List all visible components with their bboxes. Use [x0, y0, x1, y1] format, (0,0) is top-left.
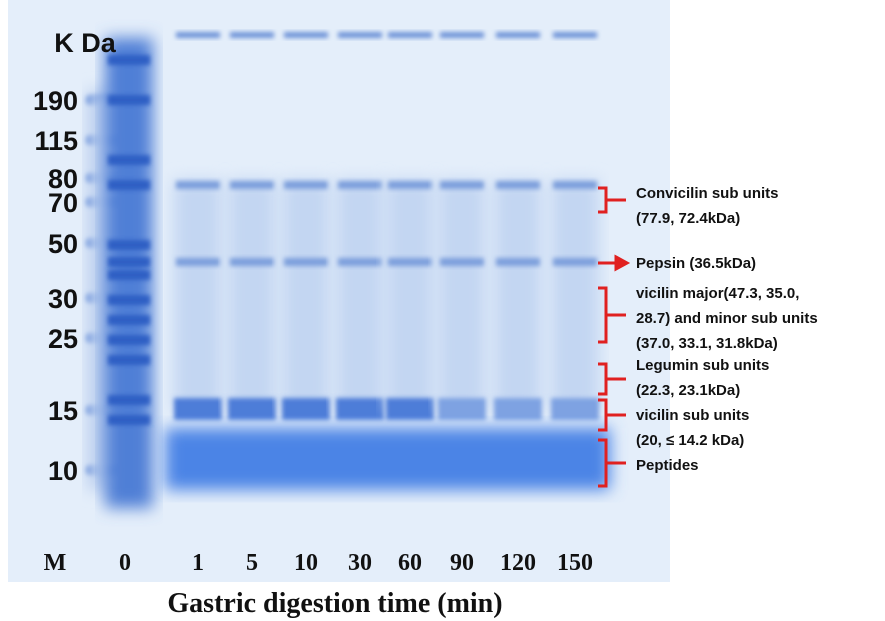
lane-label: 90: [450, 550, 474, 576]
lane-label: 0: [119, 550, 131, 576]
lane-band: [108, 395, 150, 405]
lane-bg: [551, 180, 599, 410]
lane-bg: [174, 180, 222, 410]
lane-band: [336, 398, 384, 420]
bracket: [598, 286, 626, 344]
lane-band: [228, 398, 276, 420]
lane-label: 150: [557, 550, 593, 576]
lane-band: [108, 240, 150, 250]
lane-band: [108, 155, 150, 165]
lane-bg: [228, 180, 276, 410]
lane-band: [230, 258, 274, 266]
lane-label: 5: [246, 550, 258, 576]
lane-band: [176, 181, 220, 189]
lane-top: [176, 32, 220, 38]
marker-label: 50: [48, 229, 78, 259]
annotation-text: Pepsin (36.5kDa): [636, 255, 756, 272]
lane-band: [284, 181, 328, 189]
lane-band: [108, 55, 150, 65]
lane-band: [284, 258, 328, 266]
lane-band: [386, 398, 434, 420]
lane-band: [338, 258, 382, 266]
lane-band: [496, 181, 540, 189]
lane-band: [438, 398, 486, 420]
annotation-text: vicilin sub units: [636, 407, 749, 424]
lane-bg: [282, 180, 330, 410]
lane-band: [176, 258, 220, 266]
bracket: [598, 186, 626, 214]
annotation-text: (20, ≤ 14.2 kDa): [636, 432, 744, 449]
lane-label: 10: [294, 550, 318, 576]
lane-top: [553, 32, 597, 38]
bracket: [598, 398, 626, 432]
lane-band: [440, 181, 484, 189]
marker-label: 10: [48, 456, 78, 486]
lane-band: [108, 270, 150, 280]
lane-band: [282, 398, 330, 420]
lane-band: [553, 258, 597, 266]
marker-label: 70: [48, 188, 78, 218]
lane-top: [230, 32, 274, 38]
lane-band: [108, 415, 150, 425]
lane-label: M: [44, 550, 67, 576]
marker-label: 25: [48, 324, 78, 354]
lane-bg: [438, 180, 486, 410]
lane-band: [551, 398, 599, 420]
annotations: [598, 186, 631, 488]
annotation-text: Convicilin sub units: [636, 185, 779, 202]
marker-label: 30: [48, 284, 78, 314]
marker-label: 15: [48, 396, 78, 426]
lane-band: [388, 181, 432, 189]
gel-bands: [86, 32, 610, 508]
annotation-text: Legumin sub units: [636, 357, 769, 374]
annotation-text: 28.7) and minor sub units: [636, 310, 818, 327]
marker-label: 190: [33, 86, 78, 116]
lane-top: [496, 32, 540, 38]
lane-top: [284, 32, 328, 38]
x-title: Gastric digestion time (min): [167, 588, 502, 619]
lane-band: [108, 180, 150, 190]
lane-label: 1: [192, 550, 204, 576]
annotation-text: (22.3, 23.1kDa): [636, 382, 740, 399]
lane-top: [388, 32, 432, 38]
lane-band: [108, 95, 150, 105]
lane-band: [494, 398, 542, 420]
marker-label: 115: [34, 126, 78, 156]
lane-band: [553, 181, 597, 189]
lane-band: [174, 398, 222, 420]
annotation-text: (77.9, 72.4kDa): [636, 210, 740, 227]
lane-band: [496, 258, 540, 266]
lane-band: [108, 295, 150, 305]
bracket: [598, 362, 626, 396]
marker-label: 80: [48, 164, 78, 194]
lane-bg: [336, 180, 384, 410]
lane-top: [338, 32, 382, 38]
peptide-blob: [165, 428, 610, 490]
lane-band: [388, 258, 432, 266]
arrow-head: [614, 254, 631, 272]
annotation-text: vicilin major(47.3, 35.0,: [636, 285, 799, 302]
lane-label: 60: [398, 550, 422, 576]
lane-band: [108, 257, 150, 267]
bracket: [598, 438, 626, 488]
lane-label: 30: [348, 550, 372, 576]
lane-top: [440, 32, 484, 38]
unit-label: K Da: [54, 28, 116, 58]
annotation-text: (37.0, 33.1, 31.8kDa): [636, 335, 778, 352]
lane-label: 120: [500, 550, 536, 576]
lane-band: [440, 258, 484, 266]
lane-bg: [494, 180, 542, 410]
lane-band: [108, 355, 150, 365]
lane-band: [108, 335, 150, 345]
lane-band: [338, 181, 382, 189]
lane-bg: [386, 180, 434, 410]
annotation-text: Peptides: [636, 457, 699, 474]
lane-band: [108, 315, 150, 325]
lane-band: [230, 181, 274, 189]
